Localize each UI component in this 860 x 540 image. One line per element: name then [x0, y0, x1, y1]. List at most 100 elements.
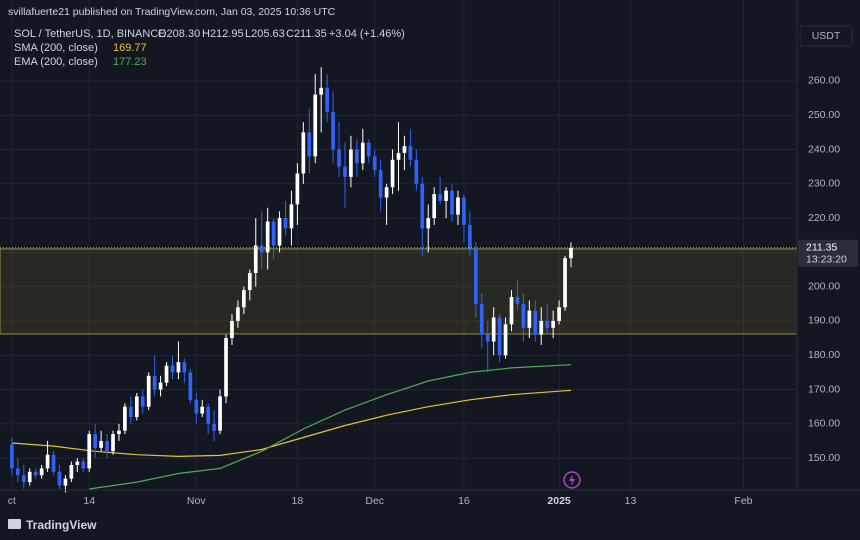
candle-body [27, 471, 32, 483]
candle-body [134, 396, 139, 417]
candle-body [271, 221, 276, 246]
candle-body [509, 296, 514, 325]
candle-body [10, 444, 14, 469]
symbol: SOL / TetherUS, 1D, BINANCE [14, 28, 166, 40]
ohlc-close: C211.35 [286, 28, 327, 40]
candle-body [247, 272, 252, 291]
candle-body [349, 149, 353, 177]
candle-body [69, 464, 74, 479]
candle-body [313, 94, 318, 157]
currency-box[interactable] [799, 25, 853, 47]
x-tick-label: 2025 [547, 495, 571, 507]
legend-sma-value: 169.77 [113, 42, 147, 54]
candle-body [325, 87, 329, 112]
y-tick-label: 150.00 [808, 452, 840, 464]
candle-body [563, 258, 567, 308]
candle-body [21, 475, 26, 483]
x-tick-label: 13 [625, 495, 637, 507]
candle-body [57, 471, 62, 486]
candle-body [224, 338, 228, 397]
candle-body [378, 170, 383, 198]
ohlc-open: O208.30 [158, 28, 200, 40]
price-tag-box [798, 239, 858, 267]
change: +3.04 (+1.46%) [329, 28, 405, 40]
candle-body [51, 454, 56, 472]
candle-body [515, 296, 520, 304]
legend-ema-value: 177.23 [113, 56, 147, 68]
candle-body [432, 194, 437, 219]
x-tick-label: ct [8, 495, 16, 507]
y-tick-label: 170.00 [808, 383, 840, 395]
x-tick-label: Nov [187, 495, 206, 507]
candle-body [289, 204, 294, 229]
candle-body [438, 194, 442, 201]
candle-body [390, 159, 395, 188]
candle-body [253, 245, 258, 273]
y-tick-label: 200.00 [808, 280, 840, 292]
candle-body [301, 132, 306, 174]
candle-body [491, 317, 496, 342]
candle-body [164, 365, 169, 383]
candle-body [337, 149, 341, 167]
candle-body [129, 406, 133, 417]
brand: TradingView [26, 518, 97, 532]
candle-body [557, 307, 561, 321]
candle-body [242, 290, 246, 308]
candle-body [426, 218, 431, 229]
ohlc-high: H212.95 [202, 28, 244, 40]
candle-body [188, 372, 193, 400]
candle-body [170, 365, 175, 373]
candle-body [93, 434, 98, 448]
candle-body [277, 218, 282, 246]
zone [0, 248, 798, 335]
candle-body [158, 382, 163, 390]
legend-sma: SMA (200, close) [14, 42, 98, 54]
candle-body [456, 197, 460, 215]
candle-body [152, 375, 157, 390]
candle-body [473, 248, 478, 304]
candle-body [533, 310, 538, 335]
candle-body [75, 461, 80, 465]
candle-body [200, 406, 205, 414]
candle-body [408, 146, 413, 160]
y-tick-label: 220.00 [808, 212, 840, 224]
candle-body [146, 375, 151, 407]
candle-body [307, 132, 312, 157]
candle-body [402, 146, 407, 153]
event-icon[interactable] [563, 471, 581, 489]
candle-body [123, 406, 127, 431]
y-tick-label: 190.00 [808, 315, 840, 327]
candle-body [33, 471, 38, 476]
indicator-line [89, 364, 572, 490]
y-tick-label: 160.00 [808, 418, 840, 430]
candle-body [462, 197, 466, 225]
candle-body [521, 303, 526, 328]
y-tick-label: 230.00 [808, 178, 840, 190]
candle-body [81, 461, 86, 469]
candle-body [468, 224, 472, 249]
candle-body [485, 334, 490, 342]
x-tick-label: Feb [734, 495, 752, 507]
candle-body [372, 156, 377, 171]
candle-body [230, 320, 234, 339]
candle-body [236, 307, 240, 321]
candle-body [105, 440, 109, 452]
candle-body [99, 440, 103, 448]
candle-body [331, 111, 335, 150]
legend-ema: EMA (200, close) [14, 56, 98, 68]
candle-body [218, 396, 222, 431]
candle-body [87, 434, 92, 469]
candle-body [212, 423, 216, 431]
candle-body [259, 245, 264, 253]
y-tick-label: 180.00 [808, 349, 840, 361]
candle-body [450, 190, 454, 215]
candle-body [545, 320, 550, 328]
countdown: 13:23:20 [806, 254, 847, 266]
candle-body [360, 142, 365, 164]
publisher: svillafuerte21 published on TradingView.… [8, 6, 336, 18]
plot-area [0, 67, 798, 493]
currency[interactable]: USDT [812, 30, 841, 42]
candle-body [39, 468, 44, 476]
